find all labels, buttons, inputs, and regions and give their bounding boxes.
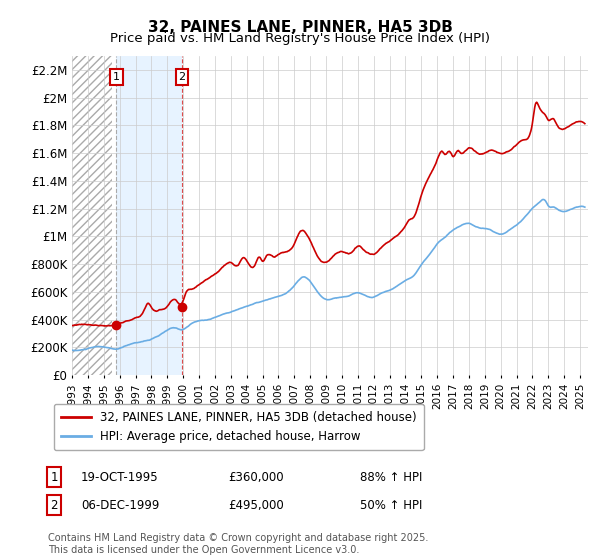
Text: 1: 1 [50,470,58,484]
Legend: 32, PAINES LANE, PINNER, HA5 3DB (detached house), HPI: Average price, detached : 32, PAINES LANE, PINNER, HA5 3DB (detach… [54,404,424,450]
Text: Price paid vs. HM Land Registry's House Price Index (HPI): Price paid vs. HM Land Registry's House … [110,32,490,45]
Text: 2: 2 [50,498,58,512]
Text: Contains HM Land Registry data © Crown copyright and database right 2025.
This d: Contains HM Land Registry data © Crown c… [48,533,428,555]
Text: 32, PAINES LANE, PINNER, HA5 3DB: 32, PAINES LANE, PINNER, HA5 3DB [148,20,452,35]
Bar [116,56,182,375]
Text: 19-OCT-1995: 19-OCT-1995 [81,470,158,484]
Text: £360,000: £360,000 [228,470,284,484]
Text: 88% ↑ HPI: 88% ↑ HPI [360,470,422,484]
Text: 1: 1 [113,72,120,82]
Text: 2: 2 [178,72,185,82]
Text: 50% ↑ HPI: 50% ↑ HPI [360,498,422,512]
Text: 06-DEC-1999: 06-DEC-1999 [81,498,160,512]
Bar [72,56,112,375]
Text: £495,000: £495,000 [228,498,284,512]
